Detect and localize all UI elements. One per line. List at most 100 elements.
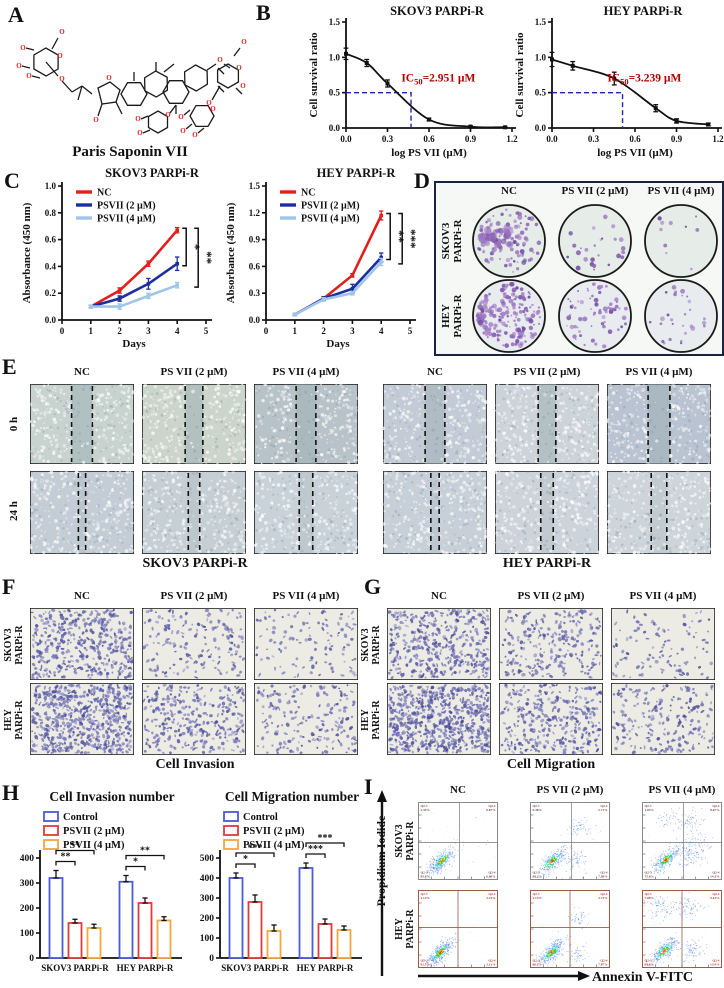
svg-text:O: O bbox=[240, 82, 246, 90]
colony-dish-image bbox=[558, 204, 632, 278]
scratch-micrograph-image bbox=[495, 471, 599, 554]
transwell-micrograph-image bbox=[30, 608, 134, 680]
svg-text:Cell survival ratio: Cell survival ratio bbox=[308, 32, 320, 117]
svg-text:NC: NC bbox=[97, 188, 111, 199]
panel-f-letter: F bbox=[2, 574, 16, 599]
flow-x-axis-label: Annexin V-FITC bbox=[592, 970, 694, 985]
svg-text:O: O bbox=[236, 64, 242, 72]
panel-e-caption-hey: HEY PARPi-R bbox=[502, 556, 592, 571]
svg-text:PSVII (4 µM): PSVII (4 µM) bbox=[301, 214, 360, 225]
panel-h-letter: H bbox=[2, 780, 20, 805]
svg-text:5: 5 bbox=[204, 326, 209, 336]
transwell-micrograph-image bbox=[142, 683, 246, 755]
svg-text:IC50=3.239 µM: IC50=3.239 µM bbox=[607, 72, 681, 86]
flow-cytometry-plot: Q2-12.12%Q2-23.23%Q2-392.5%Q2-42.11% bbox=[418, 890, 498, 968]
scratch-micrograph-image bbox=[142, 471, 246, 554]
panel-e-caption-skov3: SKOV3 PARPi-R bbox=[142, 556, 248, 571]
svg-text:0.3: 0.3 bbox=[382, 134, 394, 144]
scratch-micrograph-image bbox=[607, 384, 711, 464]
scratch-column-header: PS VII (2 µM) bbox=[160, 366, 228, 378]
transwell-micrograph-image bbox=[611, 608, 715, 680]
svg-text:O: O bbox=[165, 111, 171, 119]
svg-text:O: O bbox=[178, 113, 184, 121]
dose-response-chart-skov3: SKOV3 PARPi-R 0.0 0.5 1.0 1.5 0.0 0.3 0.6 0.9 1.2… bbox=[308, 4, 518, 159]
flow-cytometry-plot: Q2-12.13%Q2-23.72%Q2-386.2%Q2-47.87% bbox=[530, 890, 610, 968]
svg-text:0.0: 0.0 bbox=[249, 315, 261, 325]
scratch-micrograph-image bbox=[30, 471, 134, 554]
colony-column-header: NC bbox=[501, 185, 517, 197]
scratch-column-header: PS VII (4 µM) bbox=[625, 366, 693, 378]
panel-f-caption: Cell Invasion bbox=[155, 757, 235, 772]
panel-b: B SKOV3 PARPi-R 0.0 0.5 1.0 1.5 0.0 0.3 0.6 0.9 1… bbox=[250, 0, 724, 166]
svg-text:Absorbance (450 nm): Absorbance (450 nm) bbox=[21, 202, 33, 303]
svg-text:0.9: 0.9 bbox=[249, 235, 261, 245]
colony-row-label-hey: HEY PARPi-R bbox=[439, 294, 464, 338]
panel-c: C SKOV3 PARPi-R 0.0 0.2 0.4 0.6 0.8 1.0 0 1 2 3 4 5 D… bbox=[0, 164, 438, 356]
svg-text:HEY PARPi-R: HEY PARPi-R bbox=[317, 166, 397, 180]
svg-text:log PS VII (µM): log PS VII (µM) bbox=[391, 147, 467, 159]
transwell-column-header: PS VII (2 µM) bbox=[160, 590, 228, 602]
colony-assay-box: NC PS VII (2 µM) PS VII (4 µM) SKOV3 PARPi-R… bbox=[434, 181, 724, 356]
transwell-micrograph-image bbox=[254, 683, 358, 755]
transwell-row-label: HEY PARPi-R bbox=[360, 700, 382, 740]
transwell-micrograph-image bbox=[142, 608, 246, 680]
svg-text:0.5: 0.5 bbox=[329, 88, 341, 98]
svg-text:O: O bbox=[206, 99, 212, 107]
svg-text:0.3: 0.3 bbox=[249, 288, 261, 298]
panel-a-caption: Paris Saponin VII bbox=[72, 144, 188, 160]
svg-text:O: O bbox=[180, 127, 186, 135]
svg-text:0.6: 0.6 bbox=[423, 134, 435, 144]
svg-text:1.0: 1.0 bbox=[535, 52, 547, 62]
growth-chart-hey: HEY PARPi-R 0.0 0.3 0.6 0.9 1.2 1.5 0 1 2 3 4 5 Days A… bbox=[225, 166, 419, 350]
svg-text:O: O bbox=[16, 62, 22, 70]
panel-i-letter: I bbox=[364, 774, 373, 799]
scratch-row-label: 24 h bbox=[7, 501, 20, 521]
scratch-micrograph-image bbox=[142, 384, 246, 464]
svg-text:3: 3 bbox=[350, 326, 355, 336]
colony-column-header: PS VII (4 µM) bbox=[647, 185, 715, 197]
transwell-row-label: HEY PARPi-R bbox=[3, 700, 25, 740]
svg-text:O: O bbox=[137, 129, 143, 137]
svg-text:O: O bbox=[210, 105, 216, 113]
growth-chart-skov3: SKOV3 PARPi-R 0.0 0.2 0.4 0.6 0.8 1.0 0 1 2 3 4 5 Day… bbox=[21, 166, 215, 350]
svg-text:**: ** bbox=[392, 230, 407, 243]
svg-text:O: O bbox=[241, 38, 247, 46]
panel-i: I Propidium Iodide Annexin V-FITC NC PS V… bbox=[360, 776, 724, 988]
flow-column-header: NC bbox=[450, 784, 466, 796]
panel-e-letter: E bbox=[2, 354, 17, 379]
transwell-micrograph-image bbox=[499, 683, 603, 755]
svg-text:3: 3 bbox=[146, 326, 151, 336]
scratch-column-header: PS VII (2 µM) bbox=[513, 366, 581, 378]
scratch-micrograph-image bbox=[383, 384, 487, 464]
svg-text:5: 5 bbox=[408, 326, 413, 336]
svg-text:1: 1 bbox=[89, 326, 94, 336]
panel-g-letter: G bbox=[364, 574, 382, 599]
scratch-row-label: 0 h bbox=[7, 416, 20, 432]
svg-text:SKOV3 PARPi-R: SKOV3 PARPi-R bbox=[390, 4, 485, 18]
svg-text:O: O bbox=[106, 74, 112, 82]
svg-text:0.0: 0.0 bbox=[546, 134, 558, 144]
panel-g-caption: Cell Migration bbox=[506, 757, 596, 772]
colony-dish-image bbox=[472, 279, 546, 353]
transwell-micrograph-image bbox=[387, 683, 491, 755]
svg-text:1.2: 1.2 bbox=[249, 208, 261, 218]
transwell-micrograph-image bbox=[254, 608, 358, 680]
svg-text:2: 2 bbox=[117, 326, 122, 336]
svg-text:0.6: 0.6 bbox=[629, 134, 641, 144]
colony-dish-image bbox=[644, 279, 718, 353]
svg-text:0.0: 0.0 bbox=[340, 134, 352, 144]
flow-cytometry-plot: Q2-17.08%Q2-29.61%Q2-369.4%Q2-413.9% bbox=[642, 890, 722, 968]
svg-text:Days: Days bbox=[122, 338, 146, 350]
svg-text:0.0: 0.0 bbox=[45, 315, 57, 325]
svg-text:**: ** bbox=[200, 251, 215, 264]
svg-text:0.0: 0.0 bbox=[535, 123, 547, 133]
svg-text:0.6: 0.6 bbox=[45, 235, 57, 245]
flow-row-label: HEY PARPi-R bbox=[394, 909, 416, 949]
svg-text:1.5: 1.5 bbox=[249, 181, 261, 191]
transwell-micrograph-image bbox=[387, 608, 491, 680]
